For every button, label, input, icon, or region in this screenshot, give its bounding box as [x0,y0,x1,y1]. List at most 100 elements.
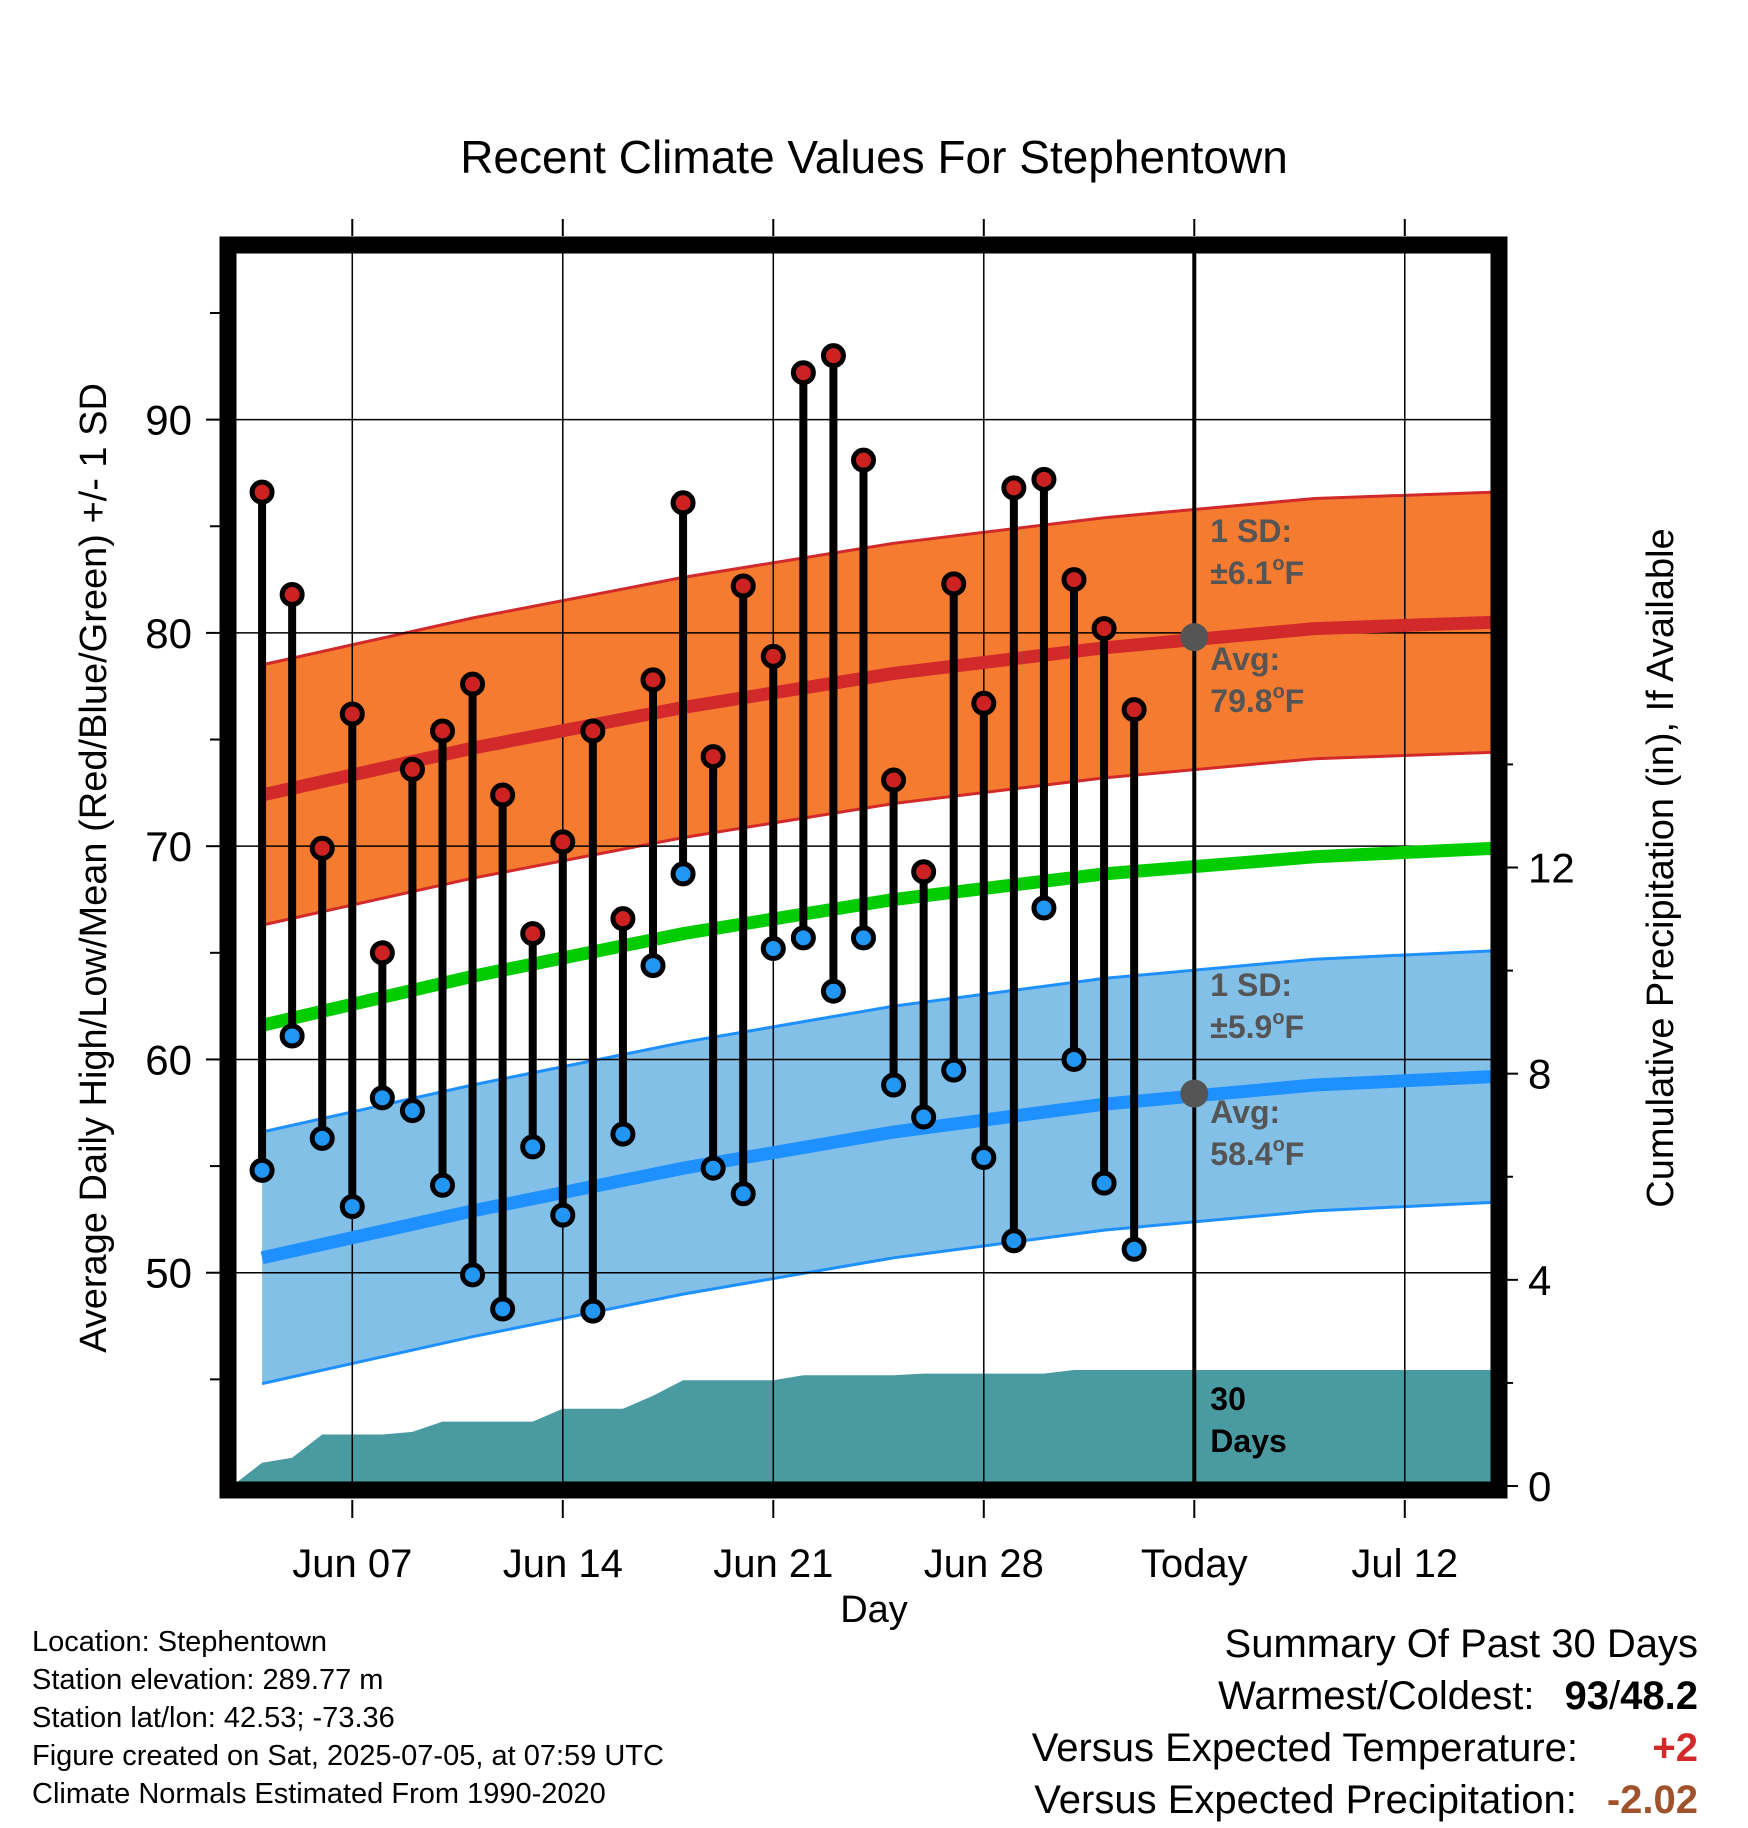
daily-high-point [520,921,546,947]
daily-high-point [369,940,395,966]
daily-low-point [610,1121,636,1147]
high-band-upper-edge [261,490,1495,667]
daily-low-point [399,1098,425,1124]
daily-low-point [700,1155,726,1181]
daily-high-point [760,643,786,669]
x-tick-label: Jul 12 [1351,1542,1458,1586]
precip-annotation: 30 Days [1210,1381,1287,1459]
sd-high-annotation-line2: ±6.1oF [1210,553,1304,591]
daily-high-point [550,829,576,855]
avg-high-annotation: Avg: 79.8oF [1210,641,1304,719]
daily-low-point [249,1157,275,1183]
daily-high-point [249,479,275,505]
y-axis-label: Average Daily High/Low/Mean (Red/Blue/Gr… [73,383,115,1353]
daily-low-point [339,1194,365,1220]
sd-high-annotation: 1 SD: ±6.1oF [1210,513,1304,591]
warmest-coldest-row: Warmest/Coldest: 93/48.2 [1032,1670,1698,1722]
daily-high-point [490,782,516,808]
daily-high-point [430,718,455,744]
y2-tick-label: 0 [1528,1463,1551,1510]
daily-low-point [1001,1228,1027,1254]
summary-panel: Summary Of Past 30 Days Warmest/Coldest:… [1032,1618,1698,1826]
avg-low-annotation-unit: F [1285,1136,1305,1172]
avg-low-annotation-line2: 58.4oF [1210,1134,1304,1172]
sd-high-annotation-degree: o [1272,553,1284,575]
daily-low-point [580,1298,606,1324]
y2-tick-label: 8 [1528,1051,1551,1098]
daily-low-point [911,1104,937,1130]
precip-departure-value: -2.02 [1606,1778,1698,1822]
precip-annotation-line2: Days [1210,1423,1287,1459]
x-tick-label: Today [1141,1542,1248,1586]
normals-text: Climate Normals Estimated From 1990-2020 [32,1778,606,1810]
x-tick-label: Jun 07 [292,1542,412,1586]
precip-departure-row: Versus Expected Precipitation: -2.02 [1032,1774,1698,1826]
sd-high-annotation-unit: F [1285,555,1305,591]
x-tick-label: Jun 21 [713,1542,833,1586]
avg-high-annotation-unit: F [1285,683,1305,719]
low-sd-band [262,950,1495,1384]
y2-axis-label: Cumulative Precipitation (in), If Availa… [1640,528,1682,1207]
daily-low-point [820,978,846,1004]
daily-low-point [369,1085,395,1111]
daily-high-point [640,667,666,693]
latlon-text: Station lat/lon: 42.53; -73.36 [32,1702,395,1734]
daily-high-point [790,360,816,386]
temp-departure-value: +2 [1652,1726,1698,1770]
sd-low-annotation-line2: ±5.9oF [1210,1007,1304,1045]
avg-high-annotation-line2: 79.8oF [1210,681,1304,719]
daily-high-point [309,835,335,861]
daily-low-point [550,1202,576,1228]
avg-low-annotation-degree: o [1273,1134,1285,1156]
temp-departure-row: Versus Expected Temperature: +2 [1032,1722,1698,1774]
daily-high-point [820,343,846,369]
station-info: Location: Stephentown Station elevation:… [32,1623,664,1813]
y-tick-label: 70 [145,823,192,870]
y2-tick-label: 4 [1528,1257,1551,1304]
x-tick-label: Jun 14 [503,1542,623,1586]
sd-low-annotation-line1: 1 SD: [1210,967,1292,1003]
daily-low-point [881,1072,907,1098]
daily-high-point [339,701,365,727]
daily-low-point [790,925,816,951]
x-axis-ticks: Jun 07 Jun 14 Jun 21 Jun 28 Today Jul 12 [292,219,1458,1586]
coldest-value: 48.2 [1620,1674,1698,1718]
daily-low-point [941,1057,967,1083]
daily-high-point [1121,697,1147,723]
y-tick-label: 90 [145,397,192,444]
y2-tick-label: 12 [1528,845,1575,892]
avg-low-marker [1180,1079,1209,1108]
daily-high-point [911,859,937,885]
daily-high-point [460,671,486,697]
avg-high-annotation-line1: Avg: [1210,641,1280,677]
daily-low-point [1091,1170,1117,1196]
low-band-lower-edge [261,1200,1495,1386]
daily-low-point [430,1172,455,1198]
daily-high-point [881,767,907,793]
daily-high-point [1091,616,1117,642]
daily-high-point [279,582,305,608]
daily-high-point [670,490,696,516]
avg-low-annotation: Avg: 58.4oF [1210,1094,1304,1172]
daily-low-point [490,1296,516,1322]
daily-high-point [399,756,425,782]
daily-high-point [851,447,876,473]
warmest-coldest-label: Warmest/Coldest: [1218,1674,1535,1718]
daily-low-point [851,925,876,951]
daily-low-point [971,1145,997,1171]
daily-high-point [971,690,997,716]
daily-low-point [640,953,666,979]
sd-high-annotation-line1: 1 SD: [1210,513,1292,549]
daily-low-point [760,936,786,962]
daily-high-point [1001,475,1027,501]
sd-low-annotation-degree: o [1272,1007,1284,1029]
daily-high-point [730,573,756,599]
created-text: Figure created on Sat, 2025-07-05, at 07… [32,1740,664,1772]
daily-high-point [1031,466,1057,492]
plot-frame [219,236,1508,1499]
chart-title: Recent Climate Values For Stephentown [460,131,1288,183]
location-text: Location: Stephentown [32,1626,328,1658]
y2-axis-ticks: 0 4 8 12 [1504,763,1575,1510]
daily-low-point [730,1181,756,1207]
